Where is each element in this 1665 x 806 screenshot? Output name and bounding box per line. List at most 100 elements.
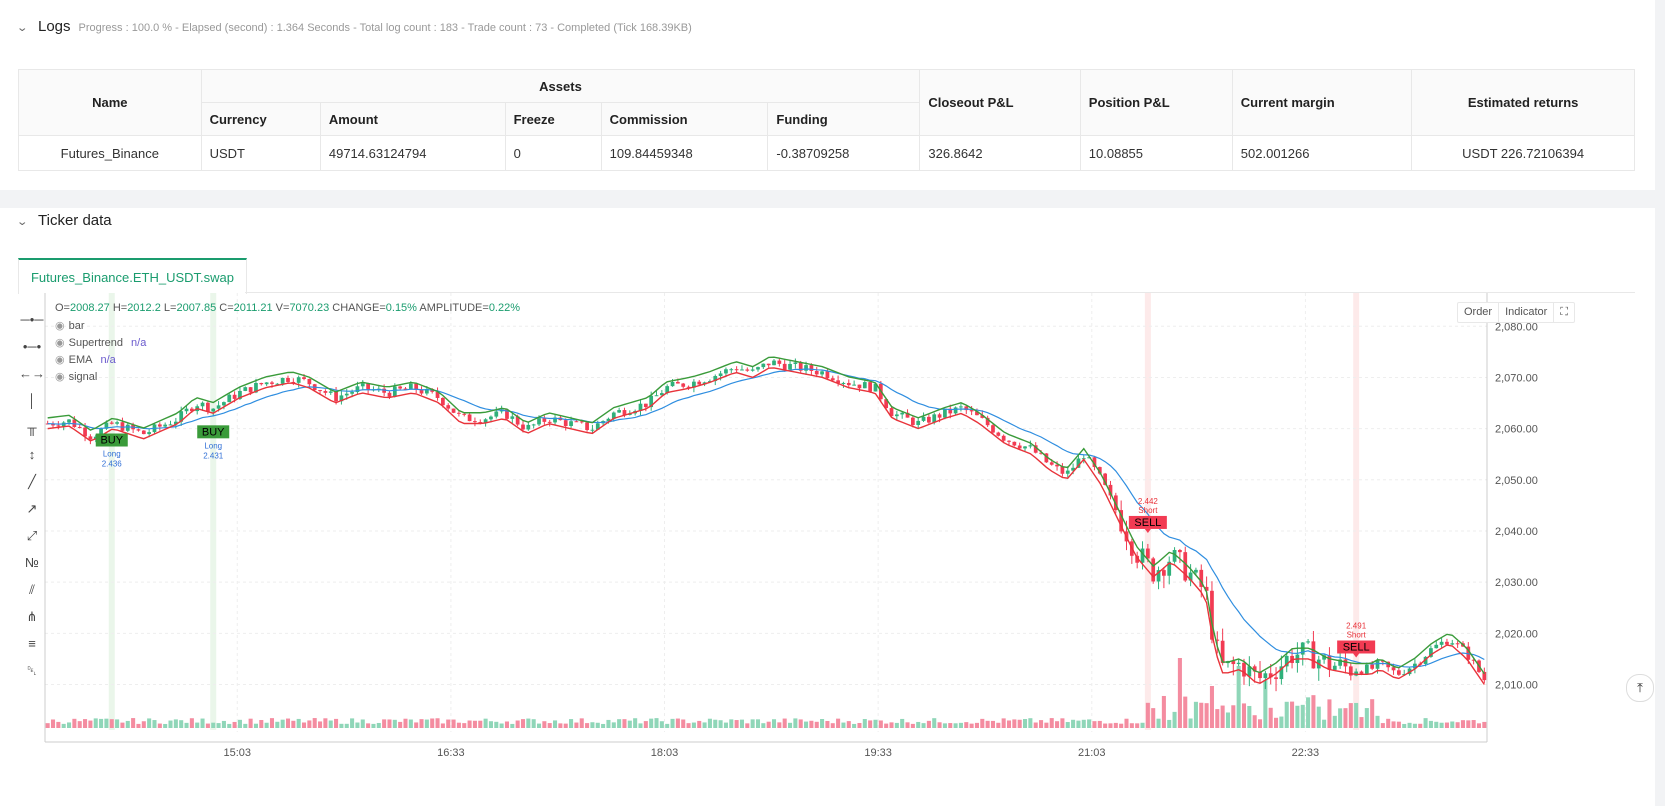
legend-item-signal[interactable]: ◉ signal <box>55 368 146 385</box>
indicator-button[interactable]: Indicator <box>1499 303 1555 322</box>
order-button[interactable]: Order <box>1458 303 1500 322</box>
volume-bar <box>852 723 857 728</box>
candle-body <box>1103 473 1108 485</box>
volume-bar <box>948 723 953 728</box>
price-chart[interactable]: 2,080.00 2,070.00 2,060.00 2,050.00 2,040.00… <box>0 288 1655 806</box>
volume-bar <box>1065 722 1070 728</box>
candle-body <box>681 383 686 387</box>
volume-bar <box>1428 720 1433 728</box>
legend-item-supertrend[interactable]: ◉ Supertrend n/a <box>55 334 146 351</box>
volume-bar <box>1396 721 1401 728</box>
y-tick-label: 2,080.00 <box>1495 321 1538 333</box>
eye-icon[interactable]: ◉ <box>55 320 65 332</box>
candle-body <box>889 408 894 417</box>
candle-body <box>1087 457 1091 459</box>
candle-body <box>553 417 557 423</box>
volume-bar <box>376 722 381 728</box>
volume-bar <box>1167 719 1172 728</box>
x-tick-label: 22:33 <box>1292 747 1320 759</box>
volume-bar <box>1039 720 1044 728</box>
eye-icon[interactable]: ◉ <box>55 337 65 349</box>
trend-ray-icon[interactable]: ↗ <box>26 500 38 516</box>
parallel-channel-icon[interactable]: ⫽ <box>29 581 35 597</box>
candle-body <box>985 417 990 426</box>
volume-bar <box>136 723 141 728</box>
candle-body <box>355 386 360 393</box>
volume-bar <box>585 723 590 728</box>
vertical-line-icon[interactable]: │ <box>27 393 37 408</box>
logs-header[interactable]: ⌄ Logs Progress : 100.0 % - Elapsed (sec… <box>16 18 692 35</box>
vertical-segment-icon[interactable]: ╥ <box>27 420 37 435</box>
candle-body <box>200 402 205 407</box>
supertrend-line-red <box>47 367 1485 685</box>
horizontal-ray-icon[interactable]: •─• <box>22 339 42 354</box>
eye-icon[interactable]: ◉ <box>55 354 65 366</box>
volume-bar <box>1370 699 1375 728</box>
ticker-header[interactable]: ⌄ Ticker data <box>16 212 111 229</box>
tab-eth-usdt-swap[interactable]: Futures_Binance.ETH_USDT.swap <box>18 258 247 294</box>
vertical-extended-icon[interactable]: ↕ <box>28 447 36 462</box>
candle-body <box>125 424 130 431</box>
fullscreen-icon[interactable]: ⛶ <box>1560 306 1568 318</box>
ticker-panel: ⌄ Ticker data Futures_Binance.ETH_USDT.s… <box>0 208 1655 806</box>
candle-body <box>563 420 568 426</box>
volume-bar <box>910 723 915 728</box>
candle-body <box>227 394 232 403</box>
candle-body <box>1429 648 1433 657</box>
volume-bar <box>382 719 387 728</box>
chevron-down-icon[interactable]: ⌄ <box>16 22 29 34</box>
candle-body <box>734 369 739 371</box>
candle-body <box>259 382 264 385</box>
volume-bar <box>318 721 323 728</box>
trash-icon[interactable]: ␡ <box>26 662 38 678</box>
volume-bar <box>435 718 440 728</box>
open-value: 2008.27 <box>69 302 110 314</box>
col-closeout: Closeout P&L <box>919 69 1081 136</box>
volume-bar <box>675 718 680 728</box>
scroll-to-top-icon[interactable]: ⤒ <box>1626 674 1654 702</box>
volume-bar <box>408 719 413 728</box>
legend-item-ema[interactable]: ◉ EMA n/a <box>55 351 146 368</box>
candle-body <box>1065 470 1070 474</box>
volume-bar <box>1044 722 1049 728</box>
horizontal-line-icon[interactable]: ─•─ <box>20 312 44 327</box>
candle-body <box>804 365 808 371</box>
volume-bar <box>467 720 472 728</box>
candle-body <box>862 382 867 389</box>
candle-body <box>296 377 301 383</box>
trend-extended-icon[interactable]: ⤢ <box>26 527 38 543</box>
volume-bar <box>472 720 477 728</box>
candle-body <box>1252 666 1257 672</box>
candle-body <box>1194 569 1198 573</box>
y-tick-label: 2,050.00 <box>1495 475 1538 487</box>
candle-body <box>1258 671 1262 679</box>
candle-body <box>1375 660 1380 669</box>
signal-band <box>108 293 115 730</box>
volume-bar <box>542 721 547 728</box>
pitchfork-icon[interactable]: ⋔ <box>26 608 38 624</box>
volume-bar <box>1274 717 1279 728</box>
trend-line-icon[interactable]: ╱ <box>28 473 36 489</box>
volume-bar <box>1423 718 1428 728</box>
candle-body <box>1348 666 1353 676</box>
chevron-down-icon[interactable]: ⌄ <box>16 216 29 228</box>
candle-body <box>494 411 499 417</box>
volume-bar <box>900 718 905 728</box>
legend-item-bar[interactable]: ◉ bar <box>55 317 146 334</box>
amplitude-value: 0.22% <box>488 302 521 314</box>
fib-levels-icon[interactable]: ≡ <box>28 636 36 651</box>
legend-value: n/a <box>131 336 147 349</box>
candle-body <box>51 423 55 426</box>
volume-bar <box>328 720 333 728</box>
candle-body <box>1343 659 1348 667</box>
col-assets: Assets <box>200 69 921 103</box>
price-label-icon[interactable]: № <box>25 555 39 570</box>
eye-icon[interactable]: ◉ <box>55 371 65 383</box>
candle-body <box>788 363 792 370</box>
horizontal-extended-icon[interactable]: ←→ <box>19 366 45 381</box>
volume-bar <box>398 721 403 728</box>
candle-body <box>991 425 995 433</box>
candle-body <box>937 414 942 418</box>
volume-bar <box>798 719 803 728</box>
volume-bar <box>745 723 750 728</box>
